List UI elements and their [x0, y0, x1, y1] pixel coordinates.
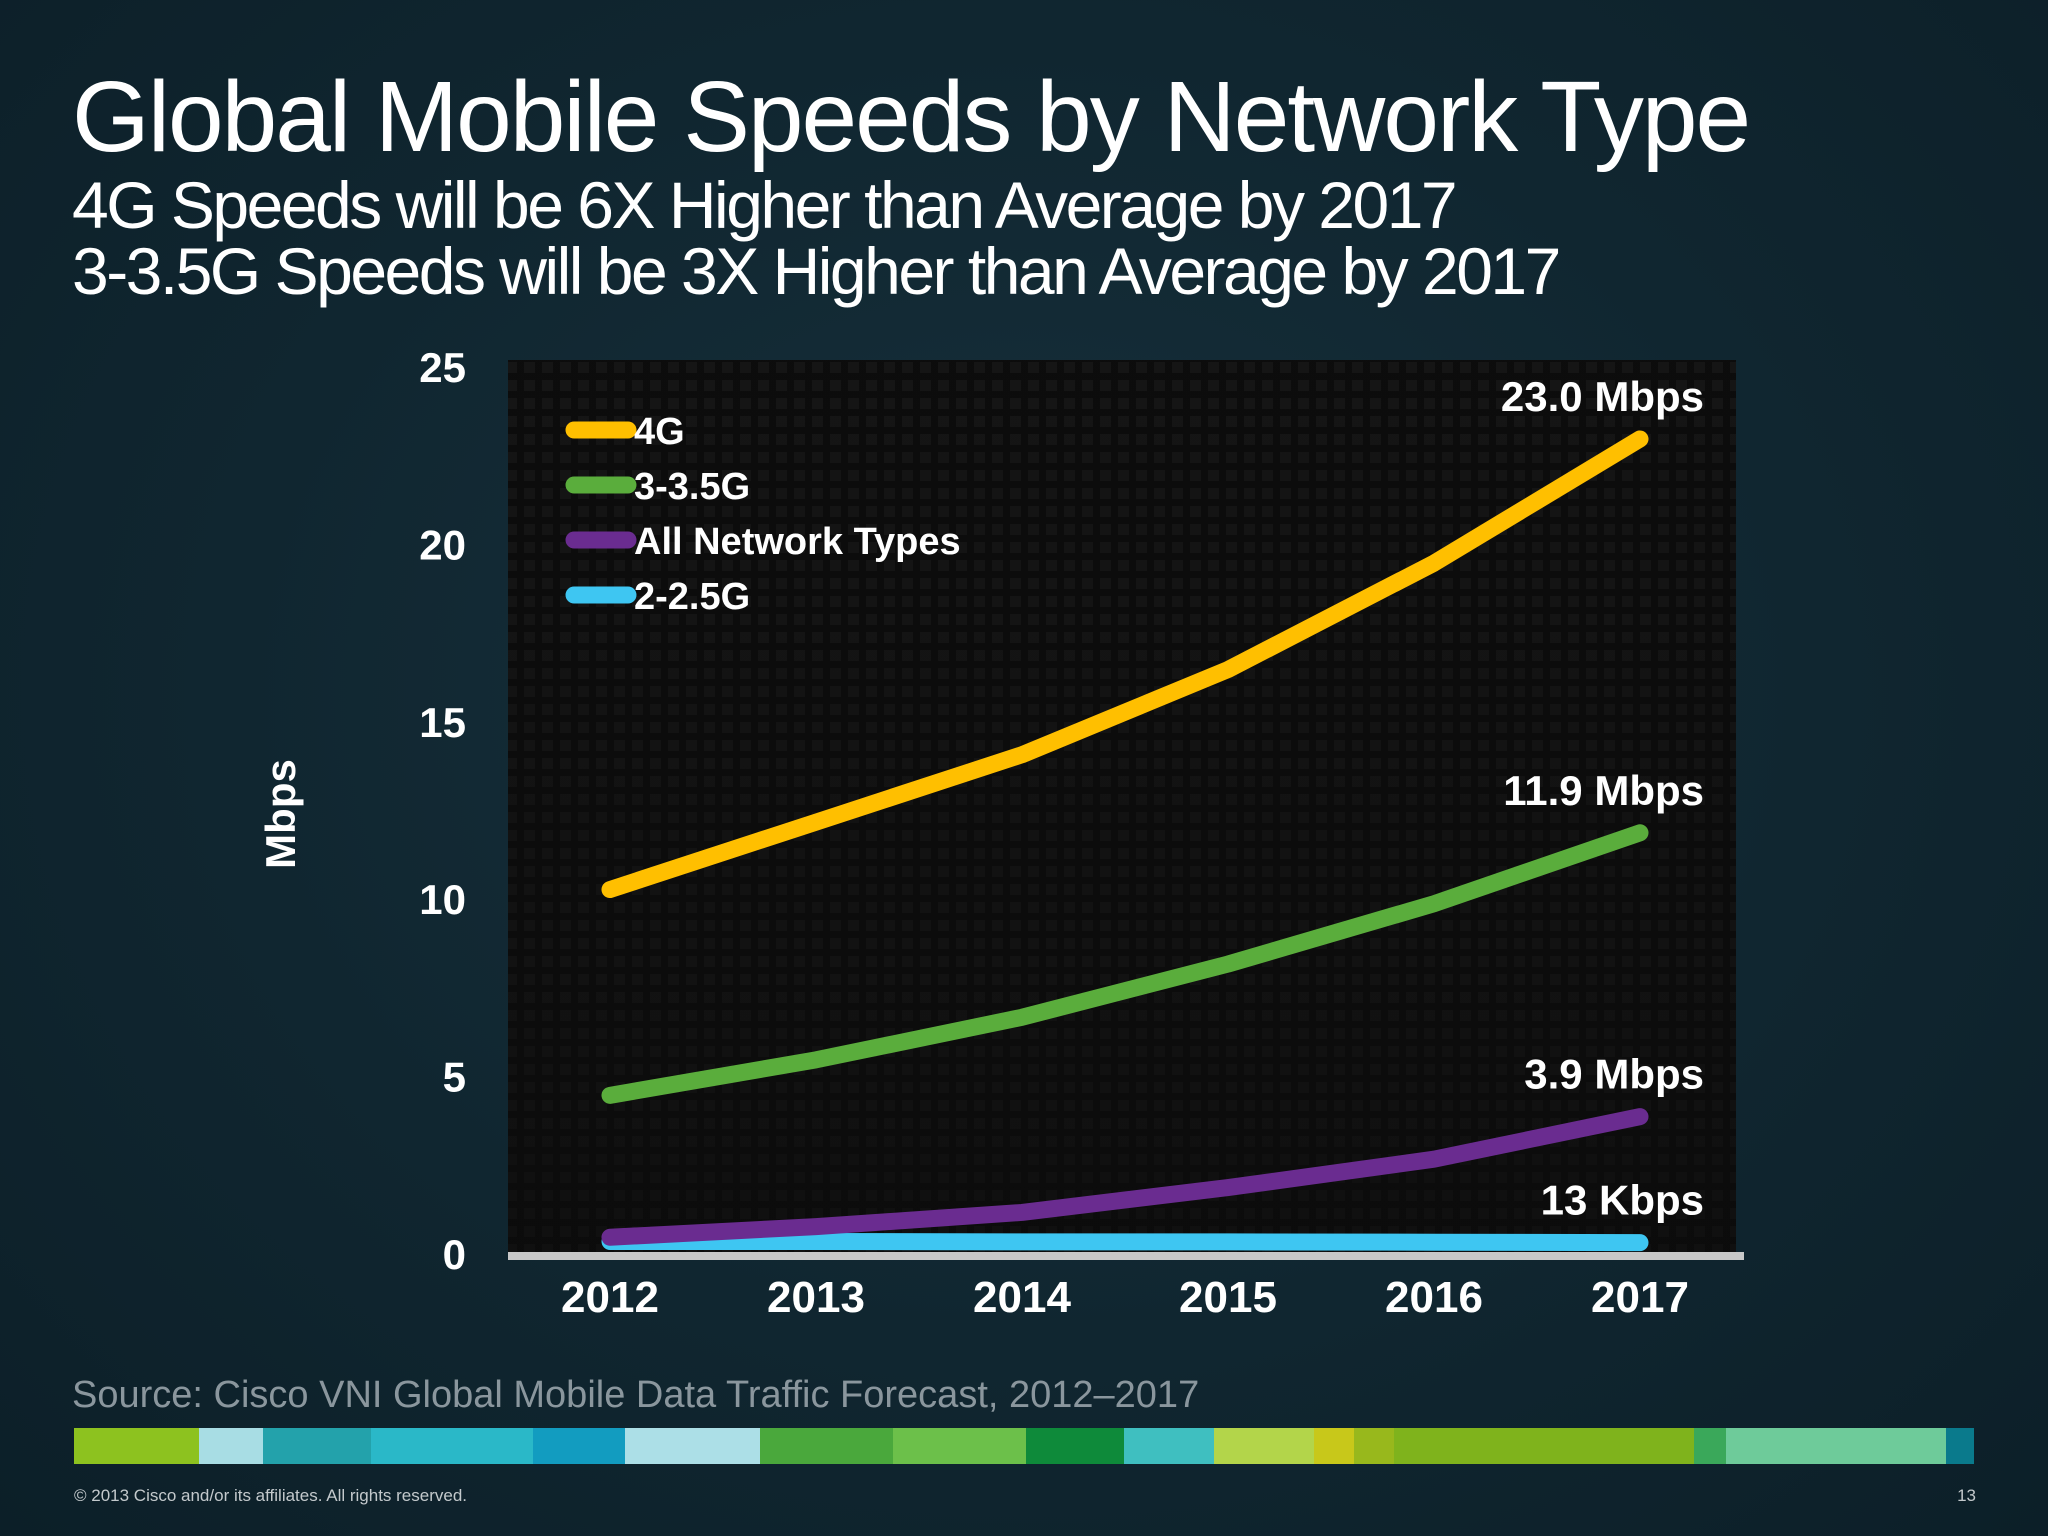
legend-item-2-2-5g: 2-2.5G	[565, 576, 750, 618]
subtitle-4g: 4G Speeds will be 6X Higher than Average…	[72, 168, 1458, 242]
y-axis-ticks: 0 5 10 15 20 25	[419, 344, 466, 1278]
color-bar-segment	[1314, 1428, 1354, 1464]
annotation-4g: 23.0 Mbps	[1501, 373, 1704, 420]
x-axis-ticks: 2012 2013 2014 2015 2016 2017	[561, 1273, 1689, 1322]
x-tick-label: 2014	[973, 1273, 1071, 1322]
y-tick-label: 0	[443, 1231, 466, 1278]
color-bar-segment	[533, 1428, 625, 1464]
legend-label: All Network Types	[634, 521, 961, 563]
color-bar-segment	[625, 1428, 760, 1464]
color-bar-segment	[893, 1428, 1026, 1464]
subtitle-3g: 3-3.5G Speeds will be 3X Higher than Ave…	[72, 234, 1561, 308]
series-line-2-2-5g	[601, 1233, 1649, 1252]
legend-item-all-network-types: All Network Types	[565, 521, 961, 563]
slide-title: Global Mobile Speeds by Network Type	[72, 61, 1751, 173]
legend-label: 4G	[634, 411, 685, 453]
x-tick-label: 2012	[561, 1273, 659, 1322]
x-tick-label: 2015	[1179, 1273, 1277, 1322]
series-line-all-network-types	[601, 1108, 1649, 1246]
x-axis-line	[508, 1252, 1744, 1260]
color-bar-segment	[1726, 1428, 1946, 1464]
legend-item-3-3-5g: 3-3.5G	[565, 466, 750, 508]
copyright-text: © 2013 Cisco and/or its affiliates. All …	[74, 1486, 468, 1505]
color-bar-segment	[371, 1428, 533, 1464]
color-bar-segment	[1946, 1428, 1974, 1464]
page-number: 13	[1957, 1486, 1976, 1505]
color-bar-segment	[1026, 1428, 1124, 1464]
series-line-4g	[601, 430, 1649, 899]
end-value-annotations: 23.0 Mbps 11.9 Mbps 3.9 Mbps 13 Kbps	[1501, 373, 1704, 1224]
source-note: Source: Cisco VNI Global Mobile Data Tra…	[72, 1374, 1200, 1416]
y-tick-label: 5	[443, 1054, 466, 1101]
footer-color-bar	[74, 1428, 1974, 1464]
x-tick-label: 2013	[767, 1273, 865, 1322]
color-bar-segment	[1124, 1428, 1214, 1464]
color-bar-segment	[1694, 1428, 1726, 1464]
y-tick-label: 15	[419, 699, 466, 746]
color-bar-segment	[1354, 1428, 1394, 1464]
y-axis-label: Mbps	[257, 759, 304, 869]
annotation-2-2-5g: 13 Kbps	[1541, 1177, 1704, 1224]
legend-item-4g: 4G	[565, 411, 685, 453]
y-tick-label: 20	[419, 521, 466, 568]
color-bar-segment	[760, 1428, 893, 1464]
color-bar-segment	[199, 1428, 263, 1464]
color-bar-segment	[263, 1428, 371, 1464]
annotation-3-3-5g: 11.9 Mbps	[1503, 767, 1704, 814]
x-tick-label: 2017	[1591, 1273, 1689, 1322]
x-tick-label: 2016	[1385, 1273, 1483, 1322]
color-bar-segment	[1394, 1428, 1694, 1464]
series-lines	[601, 430, 1649, 1252]
legend-label: 2-2.5G	[634, 576, 750, 618]
y-tick-label: 10	[419, 876, 466, 923]
color-bar-segment	[1214, 1428, 1314, 1464]
legend-label: 3-3.5G	[634, 466, 750, 508]
y-tick-label: 25	[419, 344, 466, 391]
legend: 4G 3-3.5G All Network Types 2-2.5G	[565, 411, 961, 618]
series-line-3-3-5g	[601, 824, 1649, 1104]
color-bar-segment	[74, 1428, 199, 1464]
annotation-all-network-types: 3.9 Mbps	[1524, 1051, 1704, 1098]
